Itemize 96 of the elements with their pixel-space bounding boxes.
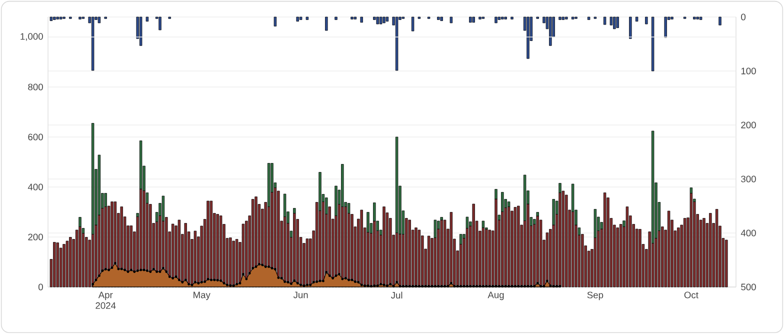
y2-tick-label: 400 — [740, 230, 756, 236]
bar — [610, 16, 613, 26]
bar — [587, 16, 590, 20]
bar — [334, 16, 338, 20]
bar — [693, 16, 696, 20]
bar — [469, 16, 472, 23]
bar — [354, 16, 357, 20]
bar — [510, 16, 514, 20]
bar — [645, 16, 648, 24]
bar — [667, 210, 670, 288]
y-tick-label: 1,000 — [20, 33, 43, 41]
y2-tick-label: 200 — [741, 122, 756, 128]
bar — [98, 16, 101, 24]
bar — [702, 218, 706, 288]
bar — [603, 16, 606, 25]
bar — [299, 16, 302, 20]
bar — [565, 194, 568, 288]
x-tick-label: Oct — [684, 292, 698, 298]
bar — [718, 16, 722, 26]
bar — [651, 16, 654, 72]
bar — [616, 228, 619, 288]
y-tick-label: 800 — [28, 84, 43, 90]
x-tick-label: Jun — [293, 292, 308, 298]
bar — [664, 16, 667, 38]
bar — [350, 16, 354, 20]
bar — [382, 16, 386, 24]
bar — [274, 16, 277, 26]
bar — [562, 16, 565, 20]
bar — [494, 16, 498, 24]
bar — [146, 16, 149, 22]
bar — [478, 16, 482, 20]
bar — [75, 230, 78, 288]
bar — [59, 16, 62, 20]
bar — [296, 16, 299, 22]
bar — [709, 213, 712, 288]
x-tick-label: Jul — [390, 292, 402, 299]
x-tick-label: Sep — [587, 292, 604, 300]
bar — [501, 16, 504, 20]
bar — [699, 16, 702, 20]
bar — [386, 16, 389, 22]
bar — [558, 16, 562, 20]
y2-tick-label: 500 — [741, 284, 756, 290]
bar — [325, 16, 328, 31]
bar — [571, 16, 574, 20]
bar — [440, 16, 443, 21]
bar — [395, 16, 398, 71]
x-tick-label: Apr 2024 — [96, 292, 116, 309]
bar — [139, 16, 142, 46]
bar — [504, 16, 507, 20]
x-tick-label: Aug — [488, 292, 504, 300]
bar — [360, 16, 363, 23]
y-tick-label: 0 — [38, 284, 43, 290]
bar — [526, 16, 530, 59]
bar — [670, 16, 674, 20]
bar — [66, 240, 69, 288]
bar — [603, 192, 606, 288]
bar — [158, 16, 162, 30]
bar — [683, 218, 686, 288]
bar — [69, 237, 72, 288]
bar — [472, 16, 475, 23]
bar — [376, 16, 379, 24]
bar — [306, 16, 309, 20]
bar — [379, 16, 382, 24]
bar — [619, 224, 622, 288]
bar — [498, 16, 501, 20]
bar — [62, 244, 66, 288]
bar — [411, 16, 414, 32]
y-tick-label: 400 — [28, 184, 43, 190]
bar — [725, 240, 728, 288]
bar — [549, 16, 552, 46]
y2-tick-label: 300 — [741, 176, 756, 182]
y2-tick-label: 0 — [741, 14, 746, 20]
bar — [635, 16, 638, 22]
bar — [437, 16, 440, 20]
bar — [78, 16, 82, 20]
y-tick-label: 200 — [28, 234, 43, 240]
bar — [565, 16, 568, 20]
bar — [50, 16, 53, 21]
bar — [85, 237, 88, 288]
bar — [616, 16, 619, 28]
bar — [450, 16, 453, 24]
y-tick-label: 600 — [28, 134, 43, 140]
bar — [53, 16, 56, 20]
bar — [626, 206, 629, 288]
bar — [56, 16, 59, 20]
y2-tick-label: 100 — [741, 68, 756, 74]
bar — [91, 16, 94, 71]
bar — [715, 209, 718, 288]
bar — [613, 16, 616, 30]
bar — [696, 16, 699, 20]
bar — [638, 229, 642, 288]
x-tick-label: May — [194, 292, 210, 300]
bar — [677, 228, 680, 288]
bar — [56, 242, 59, 288]
bar — [629, 16, 632, 39]
bar — [53, 242, 56, 288]
